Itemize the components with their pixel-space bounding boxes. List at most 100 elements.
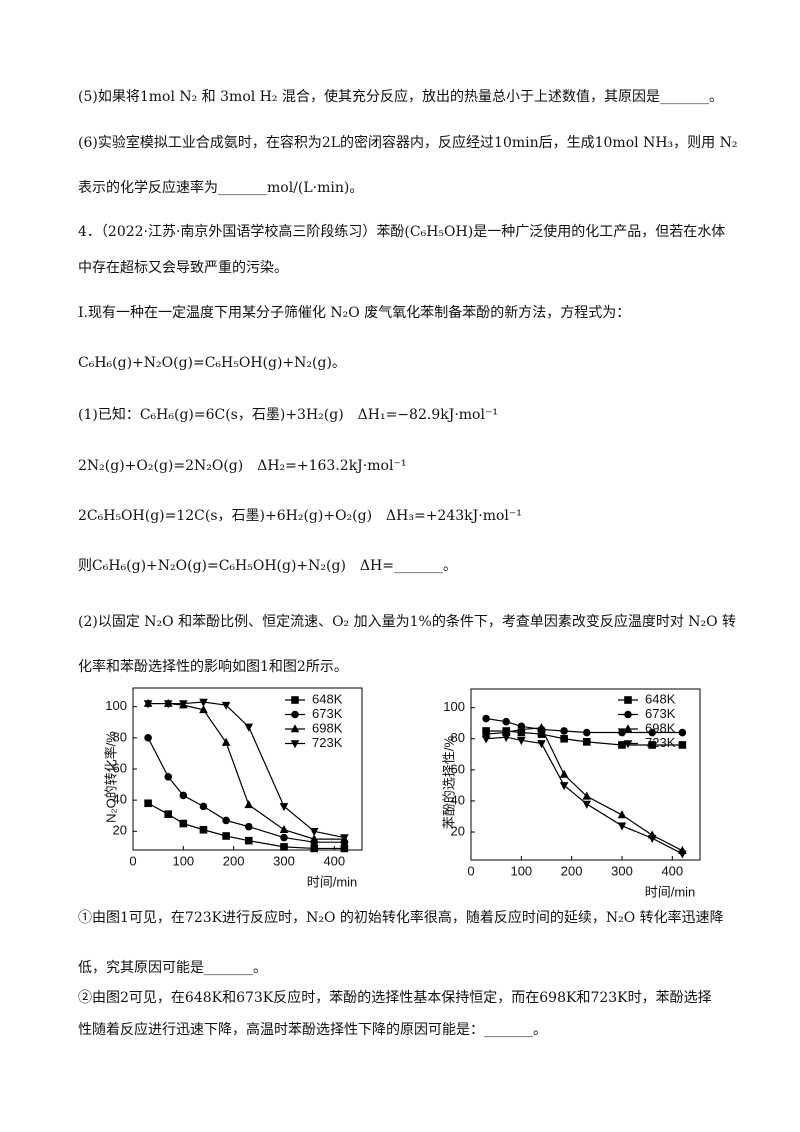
marker [560,734,568,743]
marker [280,833,288,842]
x-tick-label: 400 [323,853,345,868]
marker [310,844,318,853]
legend-label: 723K [645,735,676,750]
marker [617,822,627,831]
marker [678,741,687,749]
y-tick-label: 80 [113,729,127,744]
marker [309,834,319,843]
y-tick-label: 20 [113,823,127,838]
marker [179,700,188,709]
marker [623,740,633,749]
marker [340,844,349,853]
paragraph: (6)实验室模拟工业合成氨时，在容积为2L的密闭容器内，反应经过10min后，生… [78,135,738,151]
y-tick-label: 20 [451,823,465,838]
paragraph: 则C₆H₆(g)+N₂O(g)=C₆H₅OH(g)+N₂(g) ΔH=_____… [78,558,457,574]
y-tick-label: 100 [443,699,465,714]
marker [340,834,349,843]
marker [222,816,230,825]
x-axis-label: 时间/min [307,874,358,889]
x-tick-label: 100 [510,863,532,878]
marker [199,705,208,714]
marker [164,772,173,781]
marker [501,727,511,736]
marker [290,724,300,733]
marker [164,810,173,818]
marker [143,700,153,709]
marker [517,724,526,733]
marker [291,710,299,719]
paragraph: C₆H₆(g)+N₂O(g)=C₆H₅OH(g)+N₂(g)。 [78,355,346,371]
paragraph: 表示的化学反应速率为_______mol/(L·min)。 [78,180,364,196]
x-tick-label: 300 [611,863,633,878]
marker [648,728,656,737]
paragraph: ②由图2可见，在648K和673K反应时，苯酚的选择性基本保持恒定，而在698K… [78,990,712,1006]
marker [279,824,289,834]
legend-label: 648K [312,691,343,706]
marker [163,700,173,709]
marker [678,728,687,737]
legend-label: 673K [312,706,343,721]
paragraph: 2C₆H₅OH(g)=12C(s，石墨)+6H₂(g)+O₂(g) ΔH₃=+2… [78,508,522,524]
x-axis-label: 时间/min [645,884,696,899]
x-tick-label: 0 [129,853,136,868]
y-tick-label: 60 [451,761,465,776]
marker [647,834,657,844]
paragraph: (5)如果将1mol N₂ 和 3mol H₂ 混合，使其充分反应，放出的热量总… [78,89,723,105]
marker [517,737,526,746]
paragraph: 性随着反应进行迅速下降，高温时苯酚选择性下降的原因可能是：_______。 [78,1022,547,1038]
marker [560,727,568,735]
marker [179,791,188,800]
marker [582,728,591,737]
marker [199,698,208,707]
marker [502,717,511,726]
x-tick-label: 300 [273,853,295,868]
paragraph: 低，究其原因可能是_______。 [78,960,267,976]
marker [244,822,253,831]
y-axis-label: N₂O的转化率/% [103,731,118,823]
marker [648,741,656,749]
marker [244,723,254,732]
marker [537,730,546,738]
paragraph: (1)已知：C₆H₆(g)=6C(s，石墨)+3H₂(g) ΔH₁=−82.9k… [78,407,498,423]
marker [559,769,569,778]
marker [144,799,152,808]
marker [582,800,592,809]
marker [179,819,188,828]
marker [244,800,254,809]
marker [537,723,546,732]
paragraph: 中存在超标又会导致严重的污染。 [78,260,288,276]
marker [582,791,592,800]
marker [199,825,208,834]
y-tick-label: 100 [105,698,127,713]
y-tick-label: 60 [113,760,127,775]
paragraph: (2)以固定 N₂O 和苯酚比例、恒定流速、O₂ 加入量为1%的条件下，考查单因… [78,614,737,630]
marker [501,733,511,742]
paragraph: I.现有一种在一定温度下用某分子筛催化 N₂O 废气氧化苯制备苯酚的新方法，方程… [78,305,631,321]
marker [280,843,288,851]
marker [244,836,253,845]
marker [617,810,627,819]
plot-frame [470,688,701,861]
marker [678,850,687,859]
marker [144,734,152,742]
marker [623,724,633,733]
marker [618,728,626,737]
marker [559,782,569,791]
legend-label: 723K [312,735,343,750]
legend-label: 673K [645,706,676,721]
legend-label: 648K [645,691,676,706]
x-tick-label: 400 [661,863,683,878]
paragraph: ①由图1可见，在723K进行反应时，N₂O 的初始转化率很高，随着反应时间的延续… [78,910,724,926]
marker [290,740,300,749]
legend-label: 698K [645,720,676,735]
y-tick-label: 40 [113,792,127,807]
marker [482,714,490,723]
x-tick-label: 200 [223,853,245,868]
marker [222,832,230,840]
x-tick-label: 0 [467,863,474,878]
marker [537,740,546,749]
x-tick-label: 200 [561,863,583,878]
paragraph: 4．（2022·江苏·南京外国语学校高三阶段练习）苯酚(C₆H₅OH)是一种广泛… [78,224,726,240]
